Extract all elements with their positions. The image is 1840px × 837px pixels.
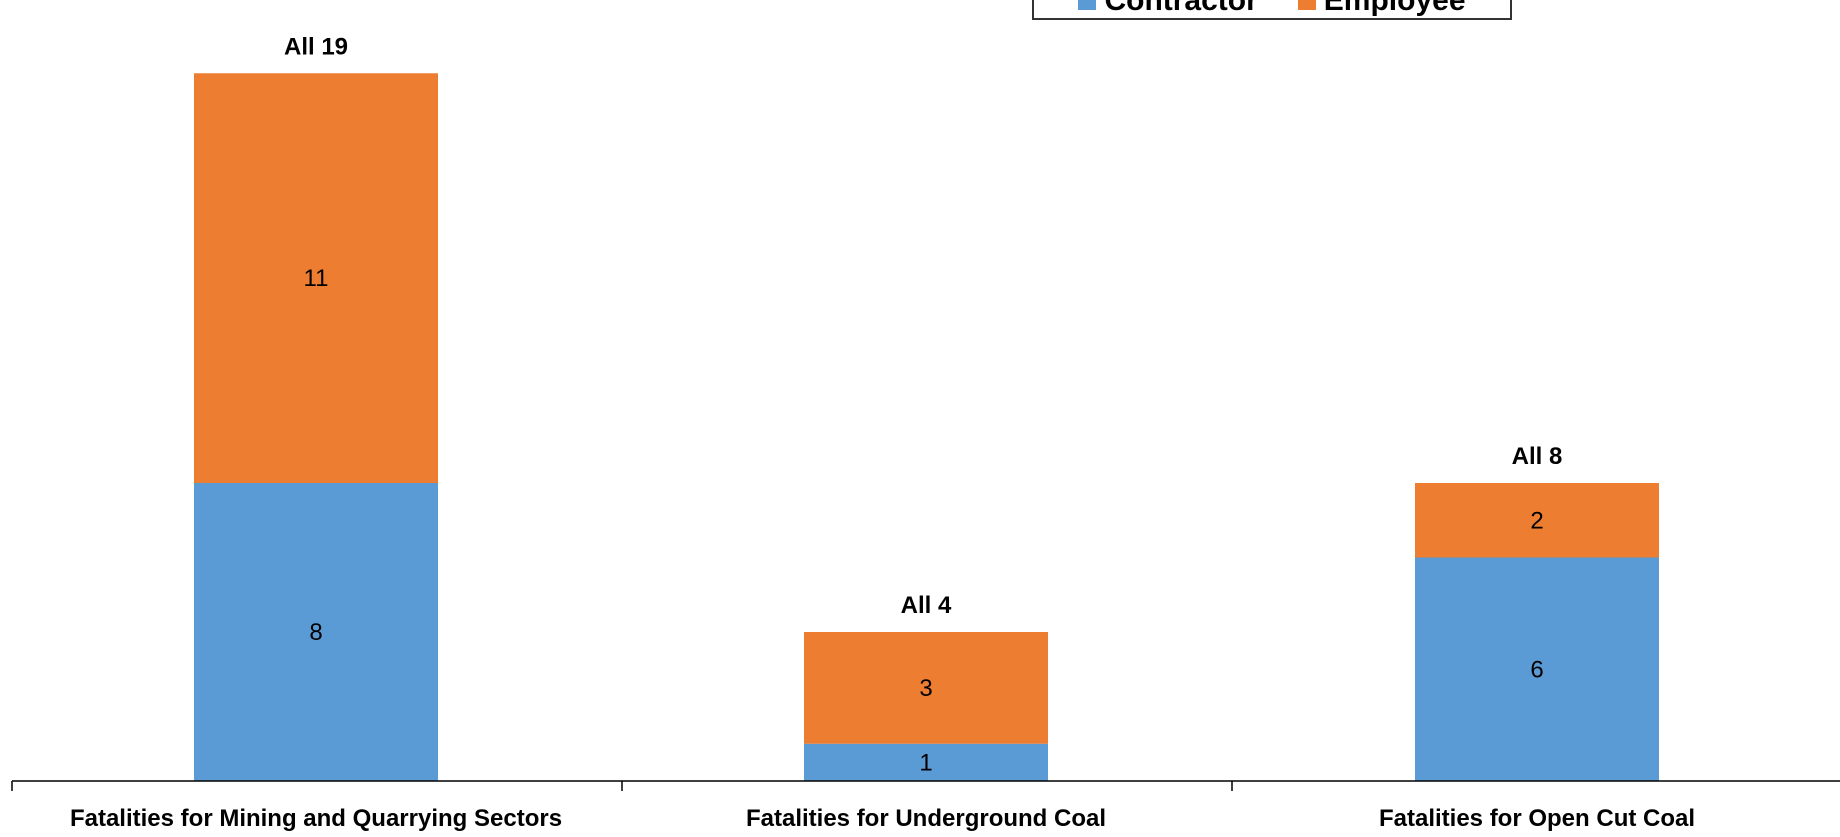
data-label-employee-2: 3 <box>919 675 932 702</box>
legend-swatch-employee <box>1297 0 1316 10</box>
data-label-contractor-2: 1 <box>919 749 932 776</box>
legend-swatch-contractor <box>1078 0 1097 10</box>
data-label-contractor-3: 6 <box>1530 656 1543 683</box>
data-label-contractor-1: 8 <box>309 619 322 646</box>
bar-contractor-2 <box>804 743 1048 781</box>
legend-item-employee: Employee <box>1297 0 1466 17</box>
x-axis: Fatalities for Mining and Quarrying Sect… <box>11 780 1840 832</box>
data-label-employee-3: 2 <box>1530 507 1543 534</box>
legend: Contractor Employee <box>1032 0 1512 20</box>
bar-contractor-3 <box>1415 557 1659 781</box>
bar-employee-3 <box>1415 483 1659 558</box>
category-label-1: Fatalities for Mining and Quarrying Sect… <box>70 805 562 832</box>
bar-employee-1 <box>194 73 438 483</box>
data-label-employee-1: 11 <box>304 265 329 292</box>
bars-layer: 8 11 All 19 1 3 All 4 6 2 All 8 <box>194 33 1659 781</box>
total-label-1: All 19 <box>284 33 348 60</box>
legend-item-contractor: Contractor <box>1078 0 1258 17</box>
total-label-2: All 4 <box>901 592 952 619</box>
bar-employee-2 <box>804 632 1048 744</box>
total-label-3: All 8 <box>1512 443 1563 470</box>
category-label-2: Fatalities for Underground Coal <box>746 805 1106 832</box>
category-label-3: Fatalities for Open Cut Coal <box>1379 805 1695 832</box>
legend-label-employee: Employee <box>1323 0 1466 17</box>
legend-label-contractor: Contractor <box>1104 0 1258 17</box>
bar-contractor-1 <box>194 483 438 781</box>
